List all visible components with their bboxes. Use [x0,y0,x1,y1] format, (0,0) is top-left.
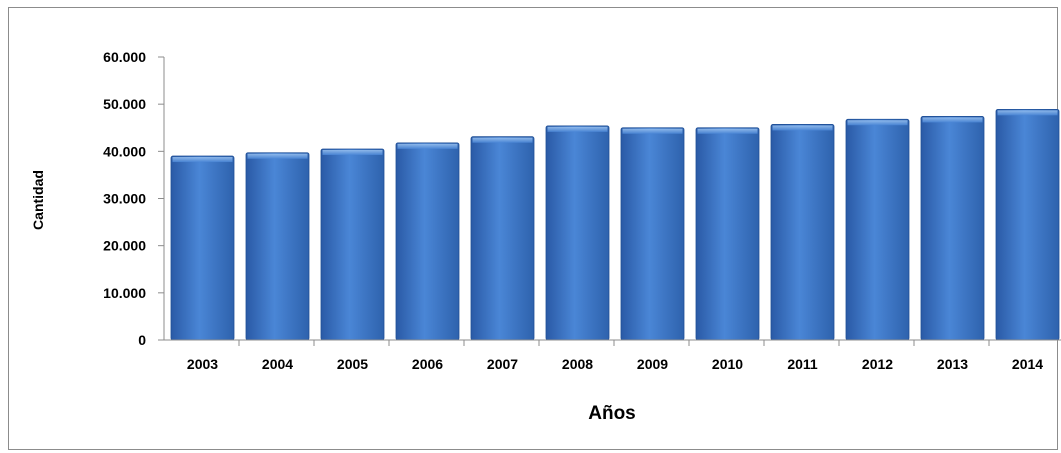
bar [695,127,760,341]
bar [845,118,910,341]
x-tick-label: 2014 [1012,356,1043,372]
x-tick-label: 2008 [562,356,593,372]
x-tick-label: 2013 [937,356,968,372]
bar-2013 [920,116,985,341]
bar [620,127,685,341]
bar-2004 [245,152,310,341]
y-tick-labels: 0 10.000 20.000 30.000 40.000 50.000 60.000 [103,49,164,348]
bar [920,116,985,341]
y-tick-label: 20.000 [103,238,146,254]
bars [170,108,1060,341]
bar-2007 [470,136,535,341]
y-tick-label: 10.000 [103,285,146,301]
axes [163,57,1061,341]
x-tick-label: 2003 [187,356,218,372]
y-tick-label: 30.000 [103,191,146,207]
bar-top-highlight [247,153,308,159]
bar-2009 [620,127,685,341]
bar-2011 [770,124,835,341]
bar [320,148,385,341]
x-axis-title: Años [588,403,636,424]
bar-2008 [545,125,610,341]
bar [545,125,610,341]
bar-top-highlight [172,157,233,163]
y-tick-label: 60.000 [103,49,146,65]
bar-top-highlight [847,120,908,126]
y-tick-label: 50.000 [103,96,146,112]
bar-2010 [695,127,760,341]
bar-top-highlight [547,126,608,132]
bar-2014 [995,108,1060,341]
x-tick-label: 2012 [862,356,893,372]
x-tick-label: 2011 [787,356,818,372]
x-tick-label: 2007 [487,356,518,372]
bar-top-highlight [397,143,458,149]
bar [470,136,535,341]
x-tick-label: 2009 [637,356,668,372]
x-tick-label: 2006 [412,356,443,372]
bar-top-highlight [922,117,983,123]
bar [170,155,235,341]
bar-top-highlight [772,125,833,131]
bar [995,108,1060,341]
bar-2012 [845,118,910,341]
y-tick-label: 0 [138,332,146,348]
bar [770,124,835,341]
x-tick-label: 2010 [712,356,743,372]
x-tick-label: 2005 [337,356,368,372]
y-axis-title: Cantidad [30,170,46,230]
bar-top-highlight [997,110,1058,116]
bar-top-highlight [322,149,383,155]
bar [395,142,460,341]
bar-2005 [320,148,385,341]
y-tick-label: 40.000 [103,143,146,159]
bar-2003 [170,155,235,341]
bar-top-highlight [697,128,758,134]
bar-2006 [395,142,460,341]
x-tick-labels: 2003 2004 2005 2006 2007 2008 2009 2010 2011 2012… [187,340,1043,372]
x-tick-label: 2004 [262,356,293,372]
bar-top-highlight [472,137,533,143]
bar-top-highlight [622,128,683,134]
bar [245,152,310,341]
